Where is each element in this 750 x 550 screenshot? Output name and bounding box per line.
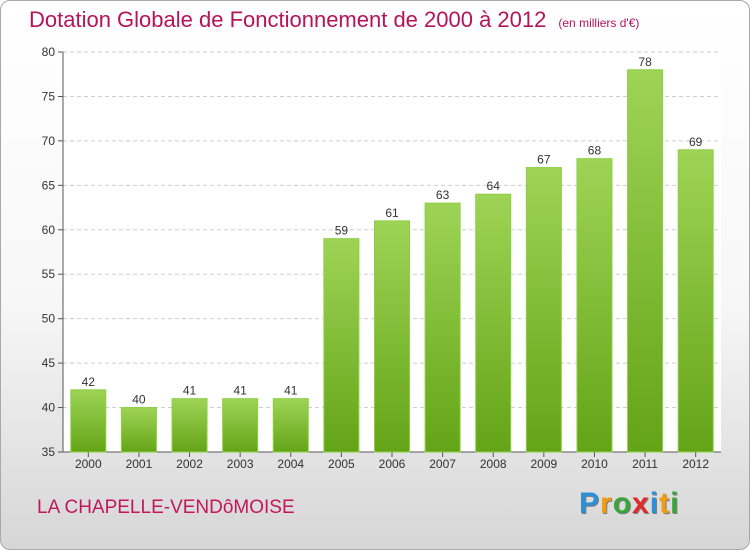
chart-title: Dotation Globale de Fonctionnement de 20… [29, 7, 547, 32]
bar-2001 [120, 407, 157, 453]
commune-name: LA CHAPELLE-VENDôMOISE [37, 497, 295, 518]
y-tick-label: 55 [42, 267, 56, 281]
y-tick-label: 75 [42, 89, 56, 103]
x-tick-label-2012: 2012 [682, 457, 709, 471]
y-tick-label: 60 [42, 223, 56, 237]
logo-letter: P [579, 487, 601, 520]
bar-value-label-2002: 41 [183, 384, 197, 398]
bar-2012 [677, 149, 714, 453]
bar-2000 [70, 389, 107, 453]
bar-value-label-2006: 61 [385, 206, 399, 220]
x-tick-label-2006: 2006 [379, 457, 406, 471]
y-tick-label: 35 [42, 445, 56, 459]
y-tick-label: 80 [42, 45, 56, 59]
chart-unit-label: (en milliers d'€) [558, 16, 640, 30]
chart-title-block: Dotation Globale de Fonctionnement de 20… [29, 7, 639, 33]
bar-value-label-2005: 59 [335, 224, 349, 238]
bar-2008 [475, 193, 512, 453]
bar-value-label-2000: 42 [82, 375, 96, 389]
bar-2011 [627, 69, 664, 453]
bar-value-label-2001: 40 [132, 393, 146, 407]
bar-2010 [576, 158, 613, 453]
x-tick-label-2000: 2000 [75, 457, 102, 471]
bar-2006 [374, 220, 410, 453]
logo-letter: x [632, 487, 650, 520]
bar-2002 [171, 398, 208, 453]
bar-2003 [222, 398, 259, 453]
y-tick-label: 65 [42, 178, 56, 192]
x-tick-label-2001: 2001 [126, 457, 153, 471]
bar-value-label-2012: 69 [689, 135, 703, 149]
y-tick-label: 45 [42, 356, 56, 370]
bar-layer [70, 69, 714, 453]
logo-letter: r [600, 487, 613, 520]
x-tick-label-2003: 2003 [227, 457, 254, 471]
bar-2005 [323, 238, 360, 453]
y-tick-label: 50 [42, 312, 56, 326]
x-tick-label-2009: 2009 [530, 457, 557, 471]
x-tick-label-2005: 2005 [328, 457, 355, 471]
x-tick-label-2010: 2010 [581, 457, 608, 471]
logo-letter: t [659, 487, 671, 520]
bar-value-label-2003: 41 [233, 384, 247, 398]
bar-value-label-2004: 41 [284, 384, 298, 398]
x-tick-label-2008: 2008 [480, 457, 507, 471]
logo-letter: i [649, 487, 660, 520]
bar-value-label-2008: 64 [487, 179, 501, 193]
bar-value-label-2009: 67 [537, 153, 551, 167]
label-layer: 35 40 45 50 55 60 65 70 75 80 42 2000 40 2001 41 2002 41… [42, 45, 710, 471]
x-tick-label-2002: 2002 [176, 457, 203, 471]
bar-value-label-2007: 63 [436, 188, 450, 202]
logo-letter: i [670, 487, 680, 520]
y-tick-label: 40 [42, 401, 56, 415]
proxiti-logo[interactable]: Proxiti [579, 487, 679, 521]
bar-value-label-2010: 68 [588, 144, 602, 158]
bar-2004 [272, 398, 309, 453]
bar-2007 [424, 202, 461, 453]
y-tick-label: 70 [42, 134, 56, 148]
logo-letter: o [612, 487, 633, 520]
bar-value-label-2011: 78 [638, 55, 652, 69]
x-tick-label-2011: 2011 [632, 457, 658, 471]
x-tick-label-2007: 2007 [429, 457, 456, 471]
bar-2009 [525, 167, 562, 453]
x-tick-label-2004: 2004 [277, 457, 304, 471]
